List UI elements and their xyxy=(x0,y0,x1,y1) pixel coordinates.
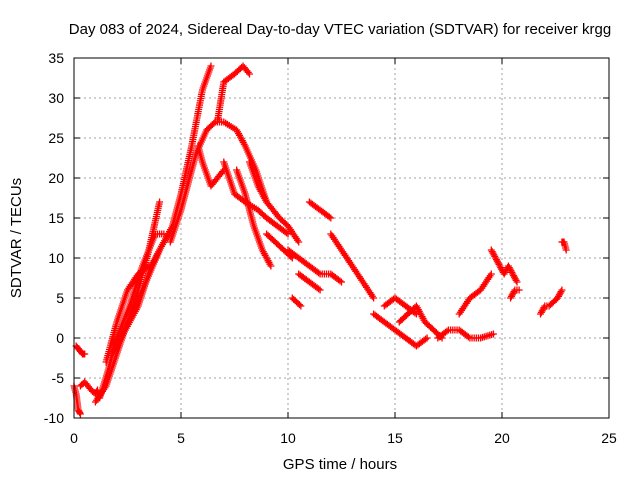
y-tick-label: 10 xyxy=(48,250,64,266)
series-arc-aa xyxy=(487,246,521,286)
series-arc-s xyxy=(295,270,324,294)
data-point xyxy=(295,238,303,246)
data-point xyxy=(489,330,497,338)
data-point xyxy=(558,286,566,294)
series-arc-y xyxy=(434,326,497,342)
data-point xyxy=(325,213,333,221)
data-point xyxy=(297,302,305,310)
data-point xyxy=(336,277,344,285)
data-point xyxy=(76,409,84,417)
data-point xyxy=(284,230,292,238)
data-point xyxy=(244,68,252,76)
data-point xyxy=(316,286,324,294)
data-point xyxy=(515,286,523,294)
data-point xyxy=(487,270,495,278)
x-tick-label: 5 xyxy=(177,430,185,446)
data-point xyxy=(315,269,323,277)
grid-lines xyxy=(74,58,609,418)
chart-title: Day 083 of 2024, Sidereal Day-to-day VTE… xyxy=(69,21,611,38)
data-point xyxy=(267,262,275,270)
series-arc-b xyxy=(72,342,89,358)
data-point xyxy=(207,62,215,70)
x-tick-label: 15 xyxy=(387,430,403,446)
series-arc-v xyxy=(370,310,431,350)
series-arc-q xyxy=(284,246,345,286)
plot-frame xyxy=(73,57,610,419)
series-arc-u xyxy=(327,230,378,302)
series-arc-ad xyxy=(558,238,570,254)
data-point xyxy=(245,70,253,78)
series-arc-o xyxy=(245,158,303,246)
y-tick-label: 25 xyxy=(48,130,64,146)
y-tick-label: 30 xyxy=(48,90,64,106)
data-point xyxy=(464,333,472,341)
data-point xyxy=(423,334,431,342)
series-arc-l xyxy=(213,62,253,126)
data-point xyxy=(327,214,335,222)
data-point xyxy=(422,335,430,343)
x-tick-label: 0 xyxy=(70,430,78,446)
data-point xyxy=(557,288,565,296)
data-point xyxy=(370,294,378,302)
series-arc-n xyxy=(233,166,275,270)
series-arc-z xyxy=(455,270,495,318)
series-arc-m xyxy=(220,158,292,238)
data-point xyxy=(513,278,521,286)
data-point xyxy=(540,304,548,312)
x-axis-label: GPS time / hours xyxy=(283,456,397,473)
x-tick-label: 25 xyxy=(601,430,617,446)
data-point xyxy=(81,350,89,358)
series-arc-p xyxy=(263,230,296,262)
y-tick-label: 35 xyxy=(48,50,64,66)
series-arc-k xyxy=(194,142,228,190)
y-axis-ticks: -10 -5 0 5 10 15 20 25 30 35 xyxy=(44,50,609,426)
y-tick-label: 20 xyxy=(48,170,64,186)
data-point xyxy=(315,285,323,293)
data-point xyxy=(510,288,518,296)
y-axis-label: SDTVAR / TECUs xyxy=(8,178,25,298)
data-point xyxy=(443,327,451,335)
series-arc-ab xyxy=(507,286,523,302)
data-point xyxy=(210,119,218,127)
y-tick-label: -10 xyxy=(44,410,64,426)
series-arc-h xyxy=(113,62,215,350)
series-arc-r xyxy=(288,294,305,310)
y-tick-label: 0 xyxy=(56,330,64,346)
data-point xyxy=(512,276,520,284)
data-point xyxy=(562,246,570,254)
data-point xyxy=(338,278,345,286)
y-tick-label: 5 xyxy=(56,290,64,306)
series-arc-ac xyxy=(537,286,566,318)
data-point xyxy=(156,198,164,206)
x-tick-label: 10 xyxy=(280,430,296,446)
y-tick-label: -5 xyxy=(52,370,65,386)
data-point xyxy=(76,410,84,418)
data-point xyxy=(295,301,303,309)
series-arc-t xyxy=(305,198,335,222)
x-tick-label: 20 xyxy=(494,430,510,446)
data-points xyxy=(70,62,570,418)
y-tick-label: 15 xyxy=(48,210,64,226)
data-point xyxy=(282,229,290,237)
series-arc-c xyxy=(76,378,102,398)
